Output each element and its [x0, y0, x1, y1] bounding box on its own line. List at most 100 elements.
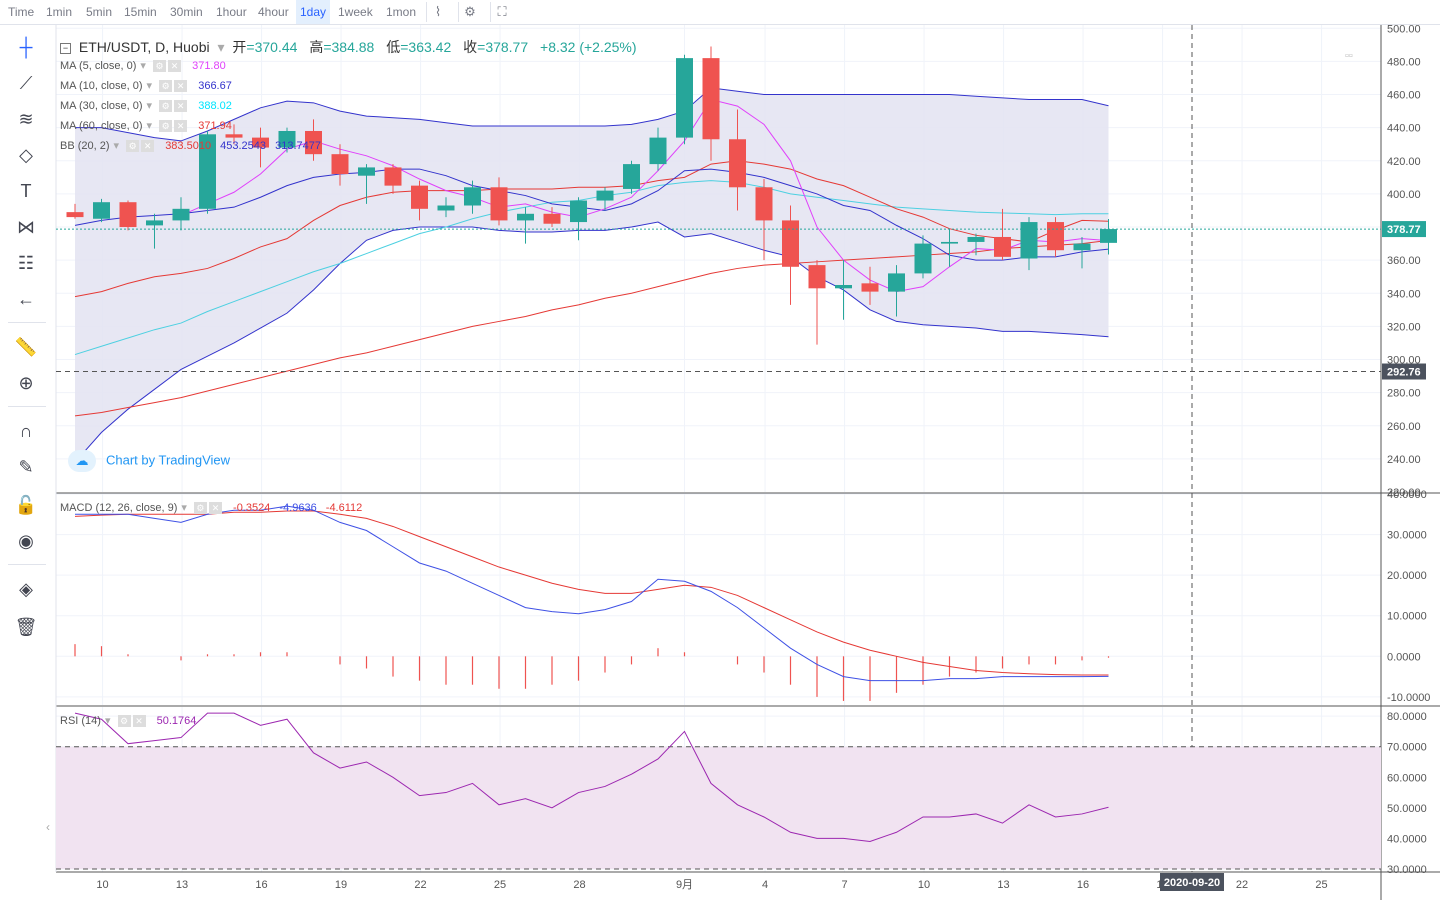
collapse-icon[interactable]: − — [60, 42, 71, 54]
settings-icon[interactable]: ⚙ — [126, 140, 140, 153]
price-tick-label: 400.00 — [1387, 189, 1421, 201]
chevron-down-icon[interactable]: ▾ — [217, 39, 225, 55]
timeframe-1hour[interactable]: 1hour — [216, 5, 247, 19]
ma5-legend[interactable]: MA (5, close, 0) ▾ ⚙ ✕ 371.80 — [60, 60, 226, 73]
ma10-value: 366.67 — [198, 80, 232, 92]
timeframe-1day[interactable]: 1day — [296, 0, 331, 24]
time-tick-label: 22 — [1236, 879, 1248, 891]
settings-icon[interactable]: ⚙ — [458, 2, 481, 22]
macd-line — [75, 505, 1109, 682]
candle-body — [278, 130, 296, 148]
candle-body — [914, 243, 932, 274]
timeframe-1mon[interactable]: 1mon — [386, 5, 417, 19]
price-tick-label: 360.00 — [1387, 255, 1421, 267]
timeframe-15min[interactable]: 15min — [124, 5, 157, 19]
macd-tick-label: 0.0000 — [1387, 651, 1421, 663]
text-icon[interactable]: T — [20, 181, 32, 201]
rsi-label: RSI (14) — [60, 715, 101, 727]
candle-body — [93, 202, 110, 219]
close-icon[interactable]: ✕ — [132, 715, 146, 728]
prediction-icon[interactable]: ☷ — [17, 253, 35, 273]
candle-body — [199, 134, 216, 209]
trash-icon[interactable]: 🗑 — [14, 617, 38, 637]
candle-body — [464, 187, 481, 206]
ma10-legend[interactable]: MA (10, close, 0) ▾ ⚙ ✕ 366.67 — [60, 80, 232, 93]
macd-tick-label: 40.0000 — [1387, 489, 1427, 501]
layers-icon[interactable]: ◈ — [19, 579, 33, 599]
timeframe-4hour[interactable]: 4hour — [258, 5, 289, 19]
bb-lower-value: 313.7477 — [275, 140, 321, 152]
timeframe-5min[interactable]: 5min — [86, 5, 113, 19]
timeframe-1week[interactable]: 1week — [338, 5, 373, 19]
bb-legend[interactable]: BB (20, 2) ▾ ⚙ ✕ 383.5010 453.2543 313.747… — [60, 140, 321, 153]
close-icon[interactable]: ✕ — [168, 60, 182, 73]
macd-value: -4.9636 — [279, 502, 317, 514]
ma60-value: 371.94 — [198, 120, 232, 132]
bb-lower-line — [74, 221, 1109, 463]
time-tick-label: 13 — [176, 879, 188, 891]
close-icon[interactable]: ✕ — [208, 502, 222, 515]
crosshair-price-tag — [1382, 363, 1426, 380]
macd-signal-line — [74, 510, 1109, 676]
rsi-legend[interactable]: RSI (14) ▾ ⚙ ✕ 50.1764 — [60, 715, 197, 728]
macd-legend[interactable]: MACD (12, 26, close, 9) ▾ ⚙ ✕ -0.3524 -4.9… — [60, 502, 363, 515]
time-tick-label: 25 — [494, 879, 506, 891]
tradingview-watermark[interactable]: ☁ Chart by TradingView — [68, 450, 230, 472]
candle-body — [888, 273, 905, 292]
bb-fill — [75, 87, 1109, 463]
settings-icon[interactable]: ⚙ — [153, 60, 167, 73]
crosshair-date-tag-text: 2020-09-20 — [1164, 877, 1220, 889]
ruler-icon[interactable]: 📏 — [14, 337, 38, 357]
eye-icon[interactable]: ◉ — [18, 531, 34, 551]
unlock-icon[interactable]: 🔓 — [14, 495, 38, 515]
settings-icon[interactable]: ⚙ — [159, 120, 173, 133]
price-tick-label: 280.00 — [1387, 388, 1421, 400]
trend-line-icon[interactable]: ⟋ — [19, 73, 33, 93]
time-tick-label: 9月 — [676, 879, 693, 891]
ma10-line — [74, 168, 1109, 261]
zoom-icon[interactable]: ⊕ — [18, 373, 34, 393]
crosshair-price-tag-text: 292.76 — [1387, 367, 1421, 379]
close-value: 378.77 — [485, 39, 529, 55]
settings-icon[interactable]: ⚙ — [159, 100, 173, 113]
magnet-icon[interactable]: ∩ — [19, 421, 33, 441]
time-tick-label: 7 — [841, 879, 847, 891]
collapse-left-icon[interactable]: ‹ — [46, 820, 50, 834]
close-icon[interactable]: ✕ — [174, 120, 188, 133]
scale-mode-icon[interactable]: ▫▫ — [1345, 50, 1353, 62]
ma60-legend[interactable]: MA (60, close, 0) ▾ ⚙ ✕ 371.94 — [60, 120, 232, 133]
time-tick-label: 4 — [762, 879, 768, 891]
candle-body — [729, 139, 746, 188]
candle-body — [1020, 222, 1038, 259]
candle-body — [331, 154, 349, 175]
pattern-icon[interactable]: ⋈ — [17, 217, 35, 237]
crosshair-icon[interactable]: ┼ — [19, 37, 33, 57]
close-icon[interactable]: ✕ — [141, 140, 155, 153]
timeframe-30min[interactable]: 30min — [170, 5, 203, 19]
settings-icon[interactable]: ⚙ — [117, 715, 131, 728]
back-arrow-icon[interactable]: ← — [17, 289, 35, 309]
fullscreen-icon[interactable]: ⛶ — [490, 2, 513, 22]
close-icon[interactable]: ✕ — [174, 100, 188, 113]
candle-body — [225, 134, 243, 138]
bb-upper-value: 453.2543 — [220, 140, 267, 152]
timeframe-1min[interactable]: 1min — [46, 5, 73, 19]
price-tick-label: 260.00 — [1387, 421, 1421, 433]
settings-icon[interactable]: ⚙ — [193, 502, 207, 515]
price-tick-label: 220.00 — [1387, 487, 1421, 499]
fib-fan-icon[interactable]: ≋ — [18, 109, 34, 129]
ma30-legend[interactable]: MA (30, close, 0) ▾ ⚙ ✕ 388.02 — [60, 100, 232, 113]
open-label: 开 — [232, 39, 247, 55]
timeframe-time[interactable]: Time — [8, 5, 35, 19]
macd-tick-label: -10.0000 — [1387, 692, 1430, 704]
price-tick-label: 460.00 — [1387, 90, 1421, 102]
ma30-line — [74, 180, 1109, 356]
chart-style-icon[interactable]: ⌇ — [426, 2, 449, 22]
settings-icon[interactable]: ⚙ — [159, 80, 173, 93]
ellipse-icon[interactable]: ◇ — [19, 145, 33, 165]
close-icon[interactable]: ✕ — [174, 80, 188, 93]
rsi-tick-label: 50.0000 — [1387, 803, 1427, 815]
lock-drawing-icon[interactable]: ✎ — [18, 457, 34, 477]
macd-hist-value: -0.3524 — [233, 502, 271, 514]
